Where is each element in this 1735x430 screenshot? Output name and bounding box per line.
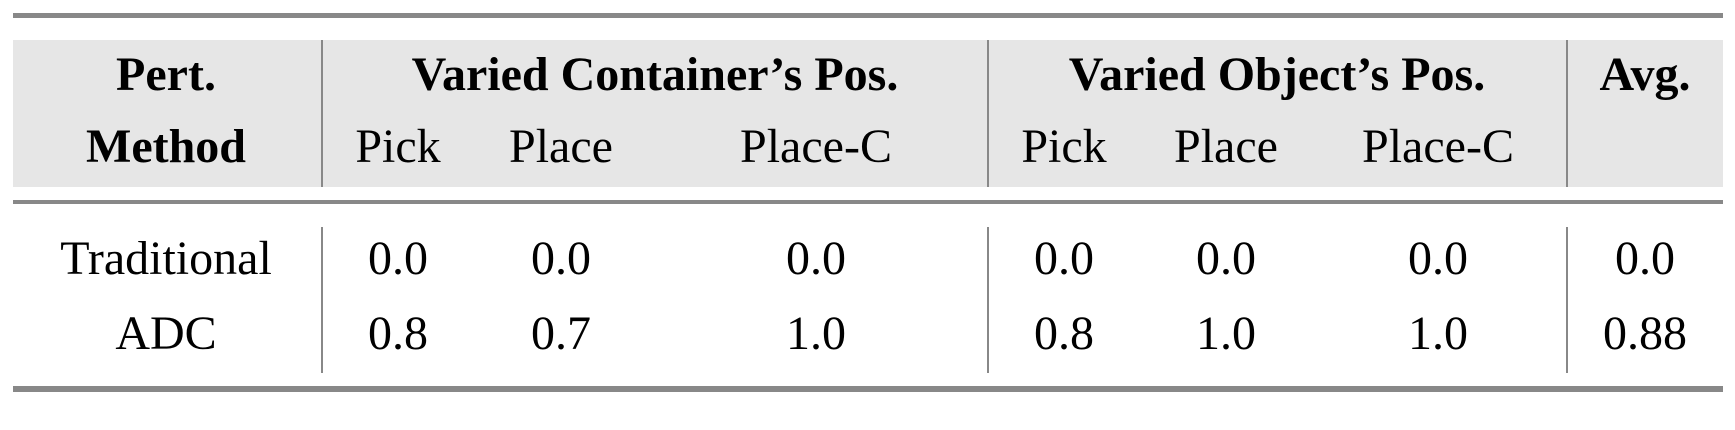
column-divider <box>1566 40 1568 187</box>
header-varied-object: Varied Object’s Pos. <box>1068 48 1486 101</box>
cell-avg: 0.0 <box>1615 232 1675 285</box>
header-avg: Avg. <box>1599 48 1691 101</box>
cell: 0.0 <box>1408 232 1468 285</box>
column-divider <box>321 40 323 187</box>
cell: 1.0 <box>786 307 846 360</box>
cell: 0.0 <box>1196 232 1256 285</box>
column-divider <box>1566 227 1568 373</box>
row-method: Traditional <box>60 232 272 285</box>
column-divider <box>987 40 989 187</box>
cell: 0.0 <box>786 232 846 285</box>
cell: 0.8 <box>368 307 428 360</box>
header-method: Method <box>86 120 246 173</box>
cell: 0.0 <box>1034 232 1094 285</box>
header-container-pick: Pick <box>355 120 441 173</box>
header-object-pick: Pick <box>1021 120 1107 173</box>
header-pert: Pert. <box>116 48 216 101</box>
mid-rule <box>13 200 1723 204</box>
cell: 1.0 <box>1196 307 1256 360</box>
header-object-place: Place <box>1174 120 1278 173</box>
column-divider <box>321 227 323 373</box>
bottom-rule <box>13 386 1723 392</box>
header-background <box>13 40 1723 187</box>
cell: 0.7 <box>531 307 591 360</box>
header-varied-container: Varied Container’s Pos. <box>411 48 899 101</box>
cell: 0.8 <box>1034 307 1094 360</box>
top-rule <box>13 13 1723 18</box>
column-divider <box>987 227 989 373</box>
cell: 0.0 <box>368 232 428 285</box>
row-method: ADC <box>115 307 217 360</box>
header-container-place-c: Place-C <box>740 120 892 173</box>
cell: 0.0 <box>531 232 591 285</box>
cell: 1.0 <box>1408 307 1468 360</box>
cell-avg: 0.88 <box>1603 307 1687 360</box>
header-object-place-c: Place-C <box>1362 120 1514 173</box>
header-container-place: Place <box>509 120 613 173</box>
